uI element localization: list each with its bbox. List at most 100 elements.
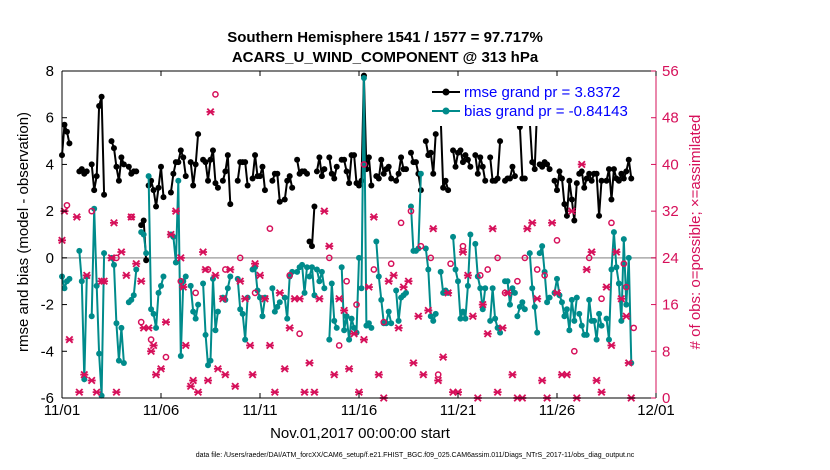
bias-point [462,315,469,322]
rmse-point [610,166,617,173]
bias-point [526,250,533,257]
rmse-point [115,177,122,184]
bias-point [417,170,424,177]
rmse-point [581,184,588,191]
y-tick-label: 8 [46,63,54,80]
bias-point [368,324,375,331]
obs-assimilated-marker [305,359,314,367]
rmse-point [88,161,95,168]
legend-box [428,80,643,126]
rmse-point [177,147,184,154]
bias-point [81,376,88,383]
rmse-point [63,128,70,135]
obs-possible-marker [620,260,628,268]
obs-assimilated-marker [107,254,116,262]
bias-point [328,280,335,287]
bias-point [546,294,553,301]
rmse-point [477,154,484,161]
bias-point [308,264,315,271]
rmse-point [531,166,538,173]
rmse-point [351,152,358,159]
bias-line-segment [528,253,539,333]
obs-assimilated-marker [508,370,517,379]
data-file-footnote: data file: /Users/raeder/DAI/ATM_forcXX/… [196,452,635,459]
bias-point [160,273,167,280]
y-tick-label: -4 [41,343,54,360]
obs-assimilated-marker [577,160,586,169]
bias-point [373,238,380,245]
obs-assimilated-marker [260,294,269,303]
obs-possible-marker [630,324,638,332]
obs-assimilated-marker [179,283,188,291]
rmse-point [432,131,439,138]
rmse-point [326,154,333,161]
bias-point [427,313,434,320]
obs-possible-marker [608,219,615,227]
rmse-line-segment [439,117,450,191]
bias-point [259,313,266,320]
bias-point [192,315,199,322]
bias-point [613,264,620,271]
rmse-line-segment [578,170,603,217]
obs-assimilated-marker [122,271,131,280]
obs-possible-marker [407,207,415,215]
bias-point [316,278,323,285]
obs-possible-marker [335,342,343,349]
rmse-point [430,170,437,177]
bias-point [153,324,160,331]
rmse-point [341,156,348,163]
rmse-point [509,163,516,170]
rmse-point [133,168,140,175]
x-tick-label: 11/16 [341,402,377,419]
bias-point [571,317,578,324]
rmse-point [442,177,449,184]
obs-assimilated-marker [345,364,354,373]
obs-assimilated-marker [315,294,324,303]
rmse-point [588,177,595,184]
y-tick-label: 0 [46,250,54,267]
x-tick-label: 12/01 [637,402,675,419]
rmse-point [259,163,266,170]
bias-point [172,259,179,266]
rmse-point [506,175,513,182]
obs-assimilated-marker [350,329,359,338]
obs-assimilated-marker [211,271,220,280]
rmse-point [234,177,241,184]
obs-possible-marker [286,272,294,279]
bias-point [563,306,570,313]
rmse-point [586,170,593,177]
bias-point [351,324,358,331]
obs-assimilated-marker [622,312,631,321]
obs-assimilated-marker [144,324,153,332]
bias-point [113,320,120,327]
obs-assimilated-marker [256,271,264,280]
rmse-point [227,201,234,208]
obs-assimilated-marker [523,224,532,233]
bias-point [455,278,461,285]
bias-point [326,336,333,343]
bias-point [497,329,504,336]
rmse-point [167,189,174,196]
rmse-line-segment [61,123,71,156]
bias-point [479,306,486,313]
obs-possible-marker [325,254,333,262]
bias-point [338,264,345,271]
rmse-point [284,177,291,184]
rmse-point [257,173,263,180]
bias-point [96,350,103,357]
obs-possible-marker [533,266,541,273]
rmse-point [219,177,226,184]
obs-assimilated-marker [206,108,215,116]
obs-assimilated-marker [454,388,462,396]
obs-assimilated-marker [340,306,349,315]
obs-assimilated-marker [270,388,279,396]
bias-point [281,294,288,301]
bias-point [276,299,283,306]
bias-point [492,315,499,322]
bias-point [477,285,484,292]
obs-possible-marker [192,289,199,297]
bias-point [450,233,457,240]
rmse-point [78,166,85,173]
rmse-point [556,168,563,175]
rmse-point [118,154,125,161]
